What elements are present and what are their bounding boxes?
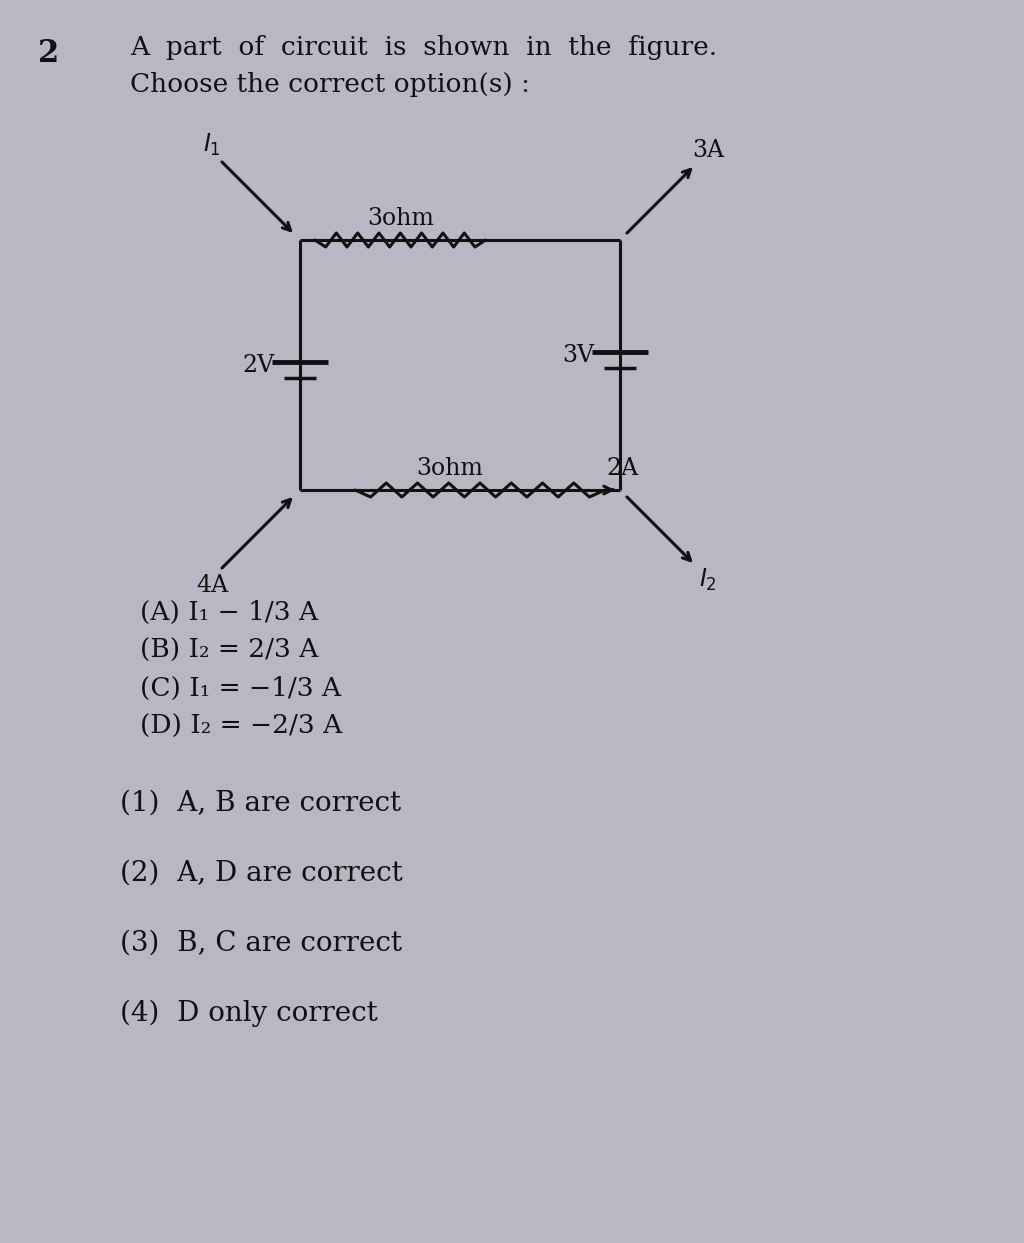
Text: 4A: 4A (196, 573, 228, 597)
Text: 3ohm: 3ohm (367, 206, 434, 230)
Text: 3V: 3V (562, 343, 594, 367)
Text: (2)  A, D are correct: (2) A, D are correct (120, 860, 402, 888)
Text: 2A: 2A (606, 456, 639, 480)
Text: 3A: 3A (692, 138, 724, 162)
Text: 2V: 2V (242, 353, 274, 377)
Text: (B) I₂ = 2/3 A: (B) I₂ = 2/3 A (140, 638, 318, 663)
Text: 2: 2 (38, 39, 59, 70)
Text: $I_1$: $I_1$ (203, 132, 221, 158)
Text: A  part  of  circuit  is  shown  in  the  figure.: A part of circuit is shown in the figure… (130, 35, 717, 60)
Text: $I_2$: $I_2$ (699, 567, 717, 593)
Text: (4)  D only correct: (4) D only correct (120, 1001, 378, 1028)
Text: (C) I₁ = −1/3 A: (C) I₁ = −1/3 A (140, 676, 341, 701)
Text: (D) I₂ = −2/3 A: (D) I₂ = −2/3 A (140, 713, 342, 740)
Text: 3ohm: 3ohm (417, 456, 483, 480)
Text: Choose the correct option(s) :: Choose the correct option(s) : (130, 72, 530, 97)
Text: (3)  B, C are correct: (3) B, C are correct (120, 930, 402, 957)
Text: (A) I₁ − 1/3 A: (A) I₁ − 1/3 A (140, 600, 318, 625)
Text: (1)  A, B are correct: (1) A, B are correct (120, 791, 401, 817)
